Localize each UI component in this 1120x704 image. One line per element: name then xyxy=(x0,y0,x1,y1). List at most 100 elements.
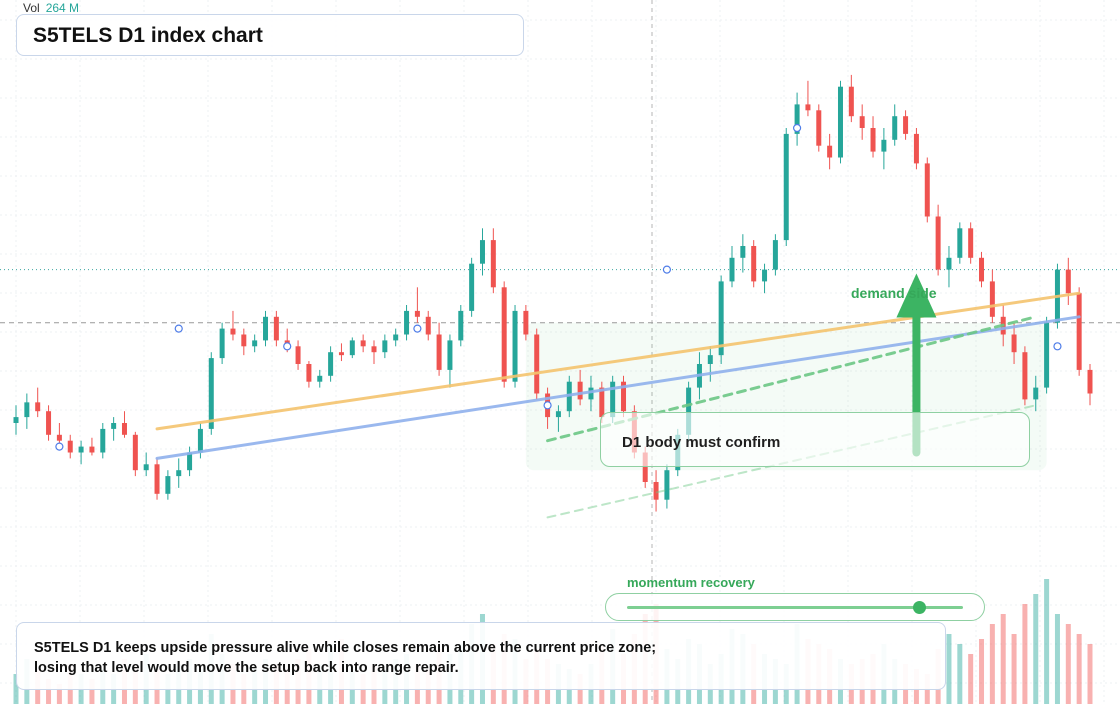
signal-marker xyxy=(792,123,802,133)
candle-body-up xyxy=(328,352,334,376)
candle-body-up xyxy=(165,476,171,494)
candle-body-up xyxy=(404,310,410,335)
candle-body-up xyxy=(24,402,30,418)
candle-body-down xyxy=(935,216,941,270)
demand-zone-label: demand side xyxy=(851,285,937,301)
candle-body-down xyxy=(241,334,247,347)
volume-bar xyxy=(1000,614,1006,704)
candle-body-down xyxy=(870,128,876,152)
candle-body-down xyxy=(913,133,919,164)
candle-body-down xyxy=(89,446,95,453)
candle-body-up xyxy=(718,281,724,356)
signal-marker xyxy=(1053,342,1062,351)
signal-marker xyxy=(55,442,64,451)
candle-body-up xyxy=(794,104,800,134)
candle-body-down xyxy=(653,482,659,500)
candle-body-down xyxy=(827,145,833,158)
chart-title-box: S5TELS D1 index chart xyxy=(16,14,524,56)
candle-body-up xyxy=(208,358,214,429)
volume-bar xyxy=(1065,624,1071,704)
candle-body-down xyxy=(360,340,366,347)
candle-body-down xyxy=(67,440,73,453)
volume-bar xyxy=(56,684,62,704)
signal-marker xyxy=(174,324,183,333)
candle-body-down xyxy=(924,163,930,217)
volume-bar xyxy=(89,679,95,704)
signal-marker xyxy=(662,265,672,274)
candle-body-up xyxy=(837,86,843,158)
candle-body-up xyxy=(610,381,616,418)
signal-marker xyxy=(413,324,422,333)
candle-body-down xyxy=(436,334,442,370)
candle-body-down xyxy=(414,310,420,317)
candle-body-up xyxy=(187,452,193,471)
confirm-note-text: D1 body must confirm xyxy=(622,434,781,451)
candle-body-up xyxy=(1044,322,1050,388)
candle-body-down xyxy=(848,86,854,117)
candle-body-up xyxy=(729,257,735,282)
momentum-knob[interactable] xyxy=(913,601,927,614)
candle-body-up xyxy=(512,310,518,382)
candle-body-up xyxy=(382,340,388,353)
candle-body-up xyxy=(588,387,594,400)
candle-body-down xyxy=(501,287,507,382)
candle-body-up xyxy=(1033,387,1039,400)
volume-bar xyxy=(13,674,19,704)
candle-body-up xyxy=(458,310,464,341)
candle-body-down xyxy=(621,381,627,412)
candle-body-down xyxy=(306,364,312,382)
confirm-note: D1 body must confirm xyxy=(600,412,1030,467)
candle-body-up xyxy=(13,417,19,423)
chart-title: S5TELS D1 index chart xyxy=(33,24,263,47)
volume-bar xyxy=(1087,644,1093,704)
candle-body-down xyxy=(979,257,985,282)
candle-body-down xyxy=(599,387,605,418)
candle-body-up xyxy=(252,340,258,347)
trendline xyxy=(155,315,1081,460)
candle-body-up xyxy=(263,316,269,341)
volume-bar xyxy=(968,654,974,704)
candle-body-up xyxy=(740,246,746,258)
candle-body-up xyxy=(469,263,475,311)
candle-body-down xyxy=(805,104,811,111)
volume-bar xyxy=(1044,579,1050,704)
candle-body-up xyxy=(111,423,117,429)
summary-line-1: S5TELS D1 keeps upside pressure alive wh… xyxy=(34,640,657,656)
candle-body-up xyxy=(78,446,84,453)
signal-marker xyxy=(543,401,552,410)
momentum-slider[interactable] xyxy=(605,593,985,621)
volume-bar xyxy=(989,624,995,704)
candle-body-down xyxy=(425,316,431,335)
volume-bar xyxy=(46,679,52,704)
momentum-label: momentum recovery xyxy=(627,575,755,590)
candle-body-down xyxy=(1076,293,1082,370)
trendline xyxy=(546,404,1037,519)
candle-body-up xyxy=(664,470,670,500)
candle-body-down xyxy=(1087,369,1093,394)
summary-line-2: losing that level would move the setup b… xyxy=(34,660,459,676)
candle-body-down xyxy=(56,434,62,441)
candle-body-up xyxy=(881,139,887,152)
candle-body-up xyxy=(892,116,898,140)
volume-bar xyxy=(1076,634,1082,704)
candle-body-down xyxy=(577,381,583,400)
candle-body-up xyxy=(555,411,561,418)
candle-body-down xyxy=(35,402,41,412)
arrow-head xyxy=(896,273,937,318)
candle-body-up xyxy=(783,133,789,241)
signal-marker xyxy=(283,342,292,351)
candle-body-down xyxy=(642,452,648,482)
candle-body-up xyxy=(447,340,453,370)
candle-body-down xyxy=(968,228,974,258)
volume-bar xyxy=(1033,594,1039,704)
volume-bar xyxy=(1011,634,1017,704)
candle-body-up xyxy=(349,340,355,356)
candle-body-up xyxy=(197,428,203,453)
candle-body-down xyxy=(903,116,909,134)
candle-body-down xyxy=(295,346,301,364)
candle-body-down xyxy=(523,310,529,335)
volume-bar xyxy=(946,634,952,704)
candle-body-down xyxy=(1011,334,1017,353)
candle-body-up xyxy=(317,375,323,382)
